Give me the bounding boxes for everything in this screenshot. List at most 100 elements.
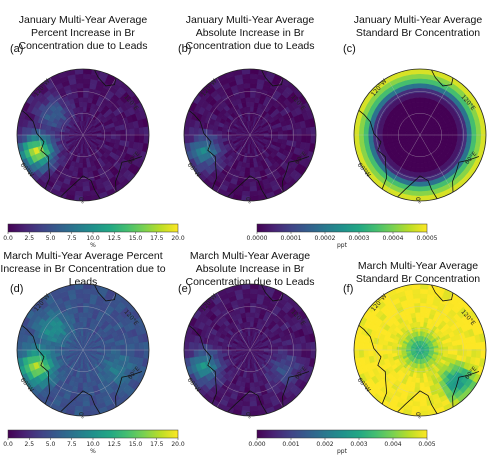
meridian-line <box>49 134 84 193</box>
heatmap-cell <box>377 344 383 351</box>
heatmap-cell <box>400 347 407 351</box>
colorbar-tick-label: 10.0 <box>86 235 100 242</box>
heatmap-cell <box>391 346 397 351</box>
coastline <box>431 284 454 302</box>
colorbar-tick-label: 0.0003 <box>349 235 370 242</box>
heatmap-cell <box>438 134 444 139</box>
coastline <box>21 324 51 405</box>
heatmap-cell <box>419 115 423 122</box>
heatmap-cell <box>49 345 56 351</box>
colorbar-tick-label: 0.0001 <box>281 235 302 242</box>
heatmap-cell <box>77 167 84 173</box>
coastline <box>282 371 310 408</box>
heatmap-cell <box>447 349 454 355</box>
heatmap-cell <box>396 131 402 136</box>
heatmap-cell <box>268 349 274 354</box>
graticule <box>184 77 316 193</box>
heatmap-cell <box>244 382 251 388</box>
coastlines <box>188 69 310 199</box>
heatmap-cell <box>358 341 365 351</box>
heatmap-cell <box>247 148 251 155</box>
heatmap-cell <box>79 368 84 374</box>
heatmap-cell <box>419 288 429 295</box>
heatmap-cell <box>82 330 86 337</box>
heatmap-cell <box>249 87 257 94</box>
coastline <box>397 390 438 414</box>
heatmap-cell <box>411 190 421 197</box>
heatmap-cell <box>471 134 477 143</box>
heatmap-cell <box>82 288 92 295</box>
heatmap-cell <box>82 87 90 94</box>
coastline <box>94 284 117 302</box>
heatmap-cell <box>26 127 32 136</box>
heatmap-cell <box>419 73 429 80</box>
panel-title-line: Absolute Increase in Br <box>196 27 305 39</box>
heatmap-cell <box>419 312 426 318</box>
coastline <box>188 324 218 405</box>
heatmap-cell <box>216 130 223 136</box>
heatmap-cell <box>40 344 46 351</box>
colorbar-tick-label: 0.0004 <box>383 235 404 242</box>
heatmap-cell <box>249 115 253 122</box>
heatmap-cell <box>78 377 84 384</box>
heatmap-cell <box>386 130 393 136</box>
colorbar-tick-label: 20.0 <box>171 235 185 242</box>
heatmap-cell <box>75 401 84 407</box>
heatmap-cell <box>63 347 70 351</box>
heatmap-cell <box>277 134 284 140</box>
heatmap-cell <box>363 342 369 351</box>
heatmap-cell <box>80 363 84 370</box>
heatmap-cell <box>419 326 424 332</box>
heatmap-cell <box>188 341 195 351</box>
colorbar-gradient <box>7 223 179 233</box>
heatmap-cell <box>249 82 257 89</box>
heatmap-cell <box>433 134 440 138</box>
heatmap-cell <box>466 349 473 357</box>
coastline <box>282 156 310 193</box>
colorbar-tick-label: 0.004 <box>384 441 401 448</box>
panel-label: (f) <box>343 283 353 295</box>
heatmap-cell <box>82 92 89 98</box>
coastline <box>397 175 438 199</box>
heatmap-cell <box>475 349 482 359</box>
coastline <box>227 390 268 414</box>
heatmap-cell <box>296 349 303 357</box>
coastlines <box>21 69 143 199</box>
meridian-line <box>49 77 84 136</box>
coastline <box>21 109 51 190</box>
meridian-line <box>419 292 454 351</box>
longitude-label: 0° <box>244 197 251 204</box>
map-boundary <box>353 68 487 202</box>
colorbar-tick-label: 0.0000 <box>247 235 268 242</box>
heatmap-cell <box>419 92 426 98</box>
heatmap-cell <box>101 134 107 139</box>
heatmap-cell <box>414 167 421 173</box>
heatmap-cell <box>129 349 136 357</box>
heatmap-cell <box>249 92 256 98</box>
heatmap-cell <box>82 101 88 108</box>
heatmap-cell <box>400 132 407 136</box>
colorbar-tick-label: 17.5 <box>150 235 164 242</box>
coastlines <box>21 284 143 414</box>
coastline <box>261 284 284 302</box>
colorbar-tick-label: 0.001 <box>282 441 299 448</box>
meridian-line <box>249 134 284 193</box>
heatmap-cell <box>76 176 84 183</box>
heatmap-cells <box>17 69 149 201</box>
map-boundary <box>16 68 150 202</box>
heatmap-cell <box>82 302 90 309</box>
heatmap-cell <box>452 134 458 141</box>
meridian-line <box>249 77 284 136</box>
heatmap-cell <box>241 190 251 197</box>
heatmap-cell <box>249 330 253 337</box>
colorbar-tick-label: 12.5 <box>108 441 122 448</box>
coastline <box>358 109 388 190</box>
heatmap-cell <box>129 134 136 142</box>
panel-title-line: January Multi-Year Average <box>354 14 483 26</box>
heatmap-cell <box>193 342 199 351</box>
heatmap-cell <box>263 134 270 138</box>
heatmap-cell <box>243 391 251 398</box>
heatmap-cell <box>54 131 60 136</box>
